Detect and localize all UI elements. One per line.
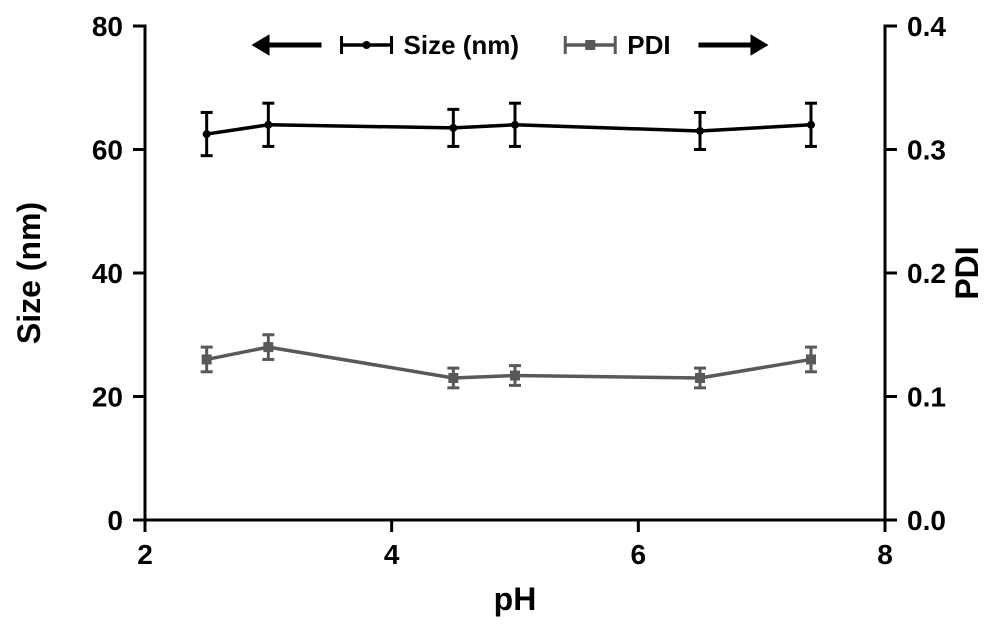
y-right-tick-label: 0.4 [907,11,946,42]
y-left-tick-label: 0 [107,505,123,536]
marker-square [263,342,273,352]
marker-circle [807,121,815,129]
marker-square [510,371,520,381]
chart-container: 2 4 6 8 pH 0 20 40 60 80 Size (nm) 0.0 0.1 0.2 0.3 0.4 P… [0,0,1000,627]
y-left-tick-label: 20 [92,381,123,412]
y-left-tick-label: 40 [92,258,123,289]
y-right-tick-label: 0.3 [907,134,946,165]
x-tick-label: 2 [137,539,153,570]
legend-label: PDI [627,30,670,60]
marker-circle [696,127,704,135]
legend-marker-circle [363,41,371,49]
legend-label: Size (nm) [404,30,520,60]
marker-square [448,373,458,383]
x-axis-label: pH [494,581,537,617]
marker-square [806,354,816,364]
y-right-tick-label: 0.1 [907,381,946,412]
y-right-tick-label: 0.2 [907,258,946,289]
marker-circle [449,124,457,132]
y-left-axis-label: Size (nm) [11,202,47,344]
marker-square [695,373,705,383]
x-tick-label: 6 [631,539,647,570]
marker-circle [203,130,211,138]
marker-circle [264,121,272,129]
marker-square [202,354,212,364]
legend-arrow-shaft [270,43,322,48]
x-tick-label: 8 [877,539,893,570]
y-left-tick-label: 60 [92,134,123,165]
y-left-tick-label: 80 [92,11,123,42]
y-right-tick-label: 0.0 [907,505,946,536]
legend-arrow-shaft [698,43,750,48]
marker-circle [511,121,519,129]
legend-marker-square [585,40,595,50]
y-right-axis-label: PDI [949,246,985,299]
dual-axis-chart: 2 4 6 8 pH 0 20 40 60 80 Size (nm) 0.0 0.1 0.2 0.3 0.4 P… [0,0,1000,627]
x-tick-label: 4 [384,539,400,570]
